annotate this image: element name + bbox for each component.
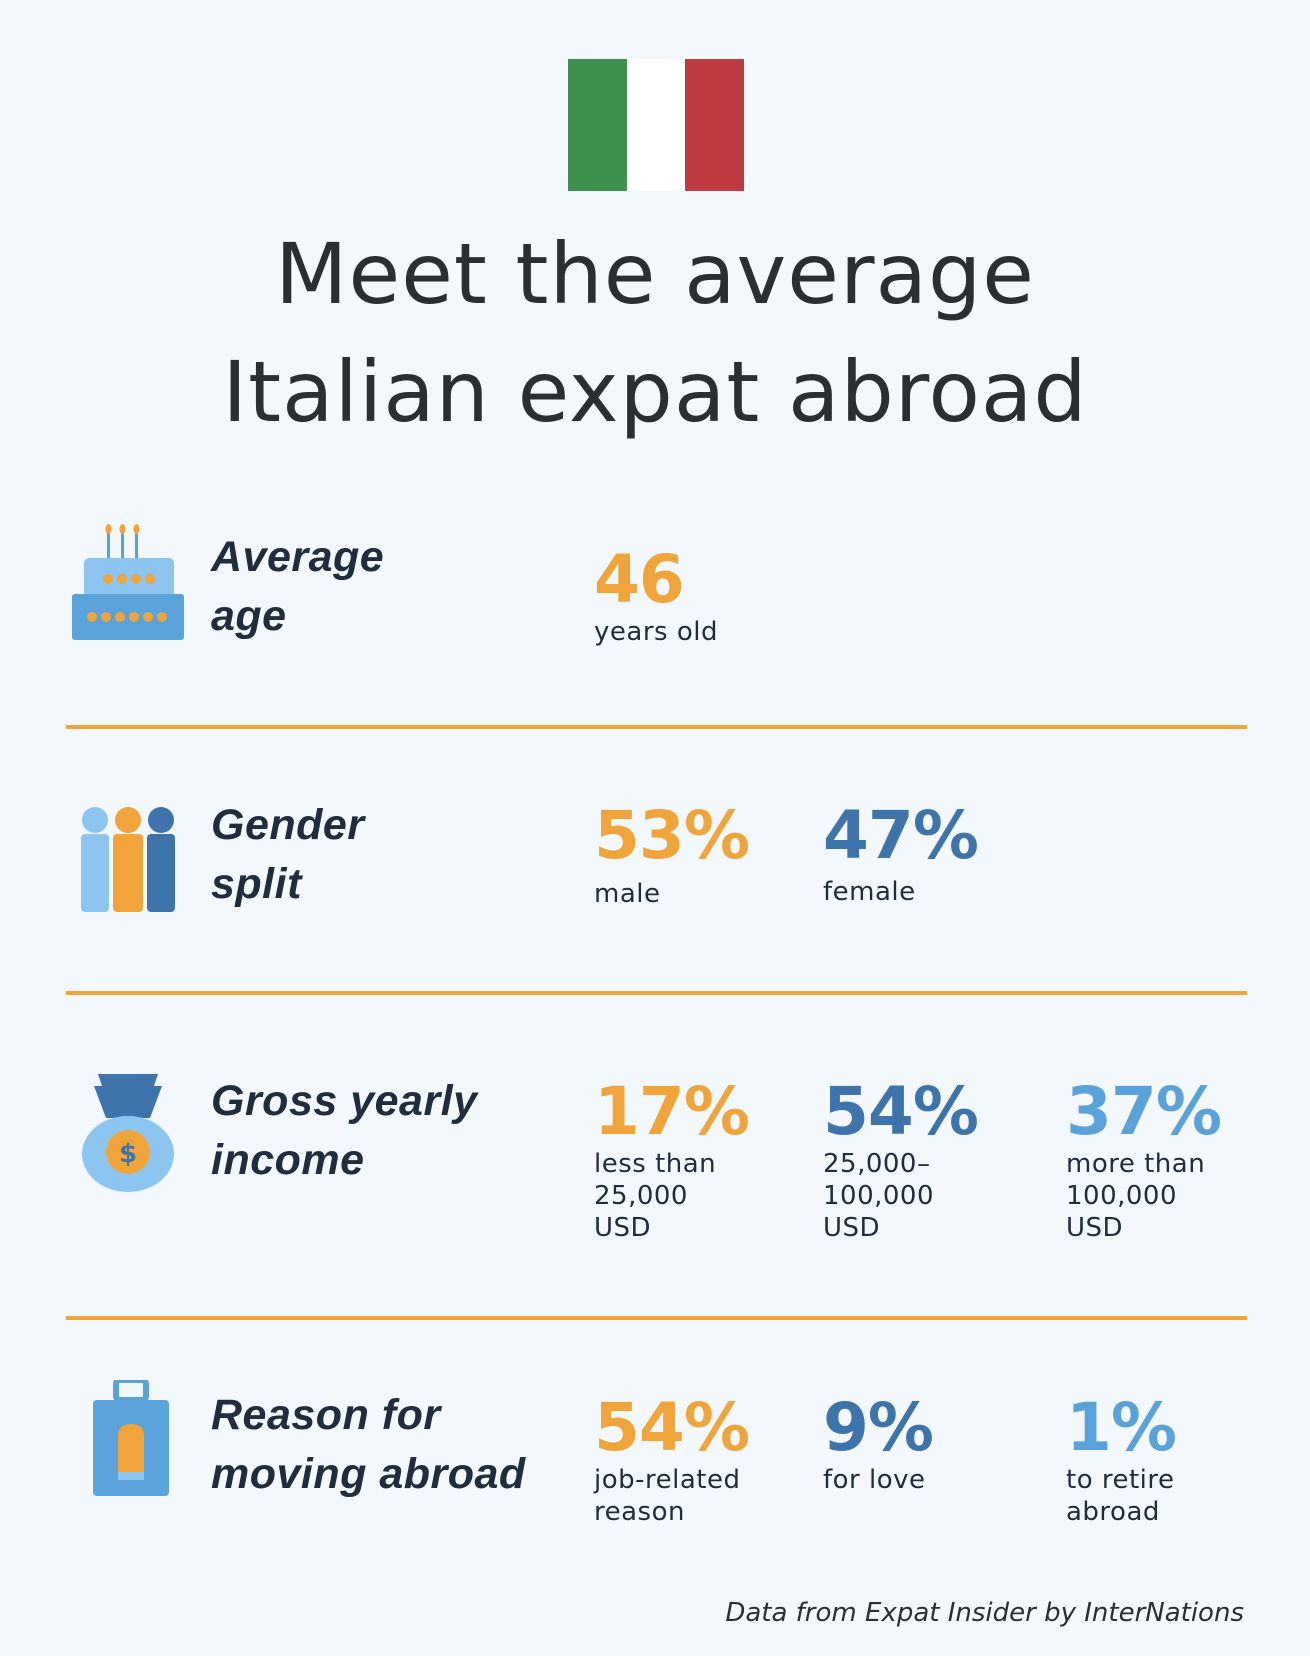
gender-stat-female: 47% female xyxy=(823,797,979,908)
italy-flag-icon xyxy=(568,59,745,191)
divider xyxy=(66,991,1247,995)
income-stat-high: 37% more than 100,000 USD xyxy=(1066,1073,1222,1244)
reason-retire-value: 1% xyxy=(1066,1389,1177,1466)
reason-stat-retire: 1% to retire abroad xyxy=(1066,1389,1177,1528)
reason-job-value: 54% xyxy=(594,1389,750,1466)
male-value: 53% xyxy=(594,797,750,874)
male-caption: male xyxy=(594,879,661,909)
reason-label: Reason for moving abroad xyxy=(211,1391,526,1498)
page-title: Meet the average Italian expat abroad xyxy=(0,215,1310,451)
income-low-value: 17% xyxy=(594,1073,750,1150)
reason-retire-caption: to retire abroad xyxy=(1066,1465,1175,1527)
income-stat-low: 17% less than 25,000 USD xyxy=(594,1073,750,1244)
svg-text:$: $ xyxy=(119,1139,137,1169)
reason-stat-love: 9% for love xyxy=(823,1389,934,1496)
divider xyxy=(66,1316,1247,1320)
income-mid-value: 54% xyxy=(823,1073,979,1150)
income-label: Gross yearly income xyxy=(211,1077,478,1184)
gender-stat-male: 53% male xyxy=(594,797,750,910)
income-high-value: 37% xyxy=(1066,1073,1222,1150)
female-value: 47% xyxy=(823,797,979,874)
income-high-caption: more than 100,000 USD xyxy=(1066,1149,1206,1243)
birthday-cake-icon xyxy=(72,524,184,640)
money-bag-icon: $ xyxy=(82,1074,174,1192)
reason-stat-job: 54% job-related reason xyxy=(594,1389,750,1528)
income-low-caption: less than 25,000 USD xyxy=(594,1149,717,1243)
reason-job-caption: job-related reason xyxy=(594,1465,741,1527)
age-value: 46 xyxy=(594,541,685,618)
age-label: Average age xyxy=(211,533,385,640)
reason-love-caption: for love xyxy=(823,1465,926,1495)
gender-label: Gender split xyxy=(211,801,365,908)
reason-love-value: 9% xyxy=(823,1389,934,1466)
age-caption: years old xyxy=(594,617,718,647)
income-mid-caption: 25,000– 100,000 USD xyxy=(823,1149,935,1243)
suitcase-icon xyxy=(93,1380,169,1496)
title-line-1: Meet the average xyxy=(275,225,1035,323)
title-line-2: Italian expat abroad xyxy=(222,343,1088,441)
source-credit: Data from Expat Insider by InterNations xyxy=(725,1598,1244,1628)
people-group-icon xyxy=(81,807,175,912)
female-caption: female xyxy=(823,877,916,907)
income-stat-mid: 54% 25,000– 100,000 USD xyxy=(823,1073,979,1244)
age-stat: 46 years old xyxy=(594,544,718,648)
divider xyxy=(66,725,1247,729)
